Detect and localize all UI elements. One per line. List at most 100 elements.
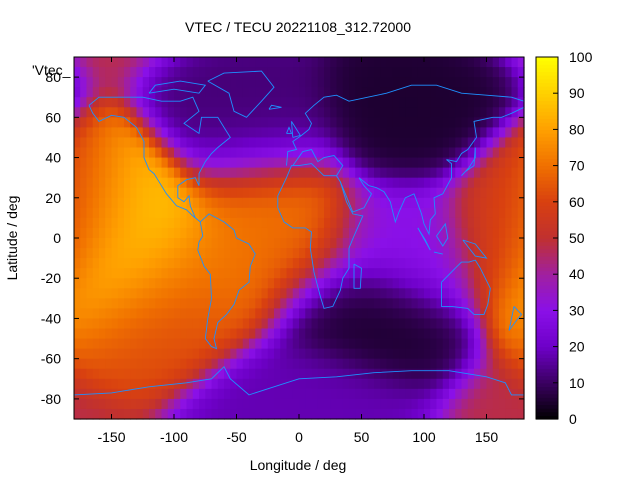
heatmap-cell (361, 67, 369, 78)
heatmap-cell (336, 107, 344, 118)
heatmap-cell (424, 117, 431, 128)
heatmap-cell (292, 127, 300, 139)
heatmap-cell (374, 238, 381, 249)
heatmap-cell (142, 368, 150, 380)
heatmap-cell (399, 238, 406, 249)
heatmap-cell (411, 398, 419, 410)
heatmap-cell (117, 57, 125, 68)
heatmap-cell (486, 207, 494, 219)
colorbar-segment (536, 205, 558, 210)
heatmap-cell (124, 308, 131, 320)
heatmap-cell (255, 87, 263, 98)
colorbar-segment (536, 161, 558, 167)
heatmap-cell (167, 398, 175, 410)
heatmap-cell (105, 147, 113, 159)
heatmap-cell (499, 348, 506, 360)
heatmap-cell (224, 137, 231, 149)
heatmap-cell (517, 187, 525, 199)
heatmap-cell (86, 57, 94, 68)
heatmap-cell (136, 97, 144, 108)
heatmap-cell (499, 258, 506, 269)
heatmap-cell (261, 378, 269, 390)
heatmap-cell (299, 318, 306, 330)
coastline-path (339, 106, 525, 236)
heatmap-cell (74, 298, 81, 309)
heatmap-cell (124, 258, 131, 269)
heatmap-cell (399, 137, 406, 149)
heatmap-cell (399, 197, 406, 209)
heatmap-cell (80, 137, 88, 149)
heatmap-cell (236, 268, 244, 279)
heatmap-cell (149, 177, 156, 189)
heatmap-cell (186, 348, 194, 360)
heatmap-cell (380, 147, 388, 159)
heatmap-cell (405, 67, 413, 78)
heatmap-cell (517, 177, 525, 189)
heatmap-cell (474, 137, 481, 149)
heatmap-cell (374, 258, 381, 269)
heatmap-cell (255, 187, 263, 199)
heatmap-cell (180, 238, 188, 249)
colorbar-segment (536, 140, 558, 145)
heatmap-cell (417, 258, 425, 269)
heatmap-cell (217, 398, 225, 410)
heatmap-cell (224, 408, 231, 420)
heatmap-cell (386, 298, 394, 309)
heatmap-cell (392, 117, 400, 128)
heatmap-cell (111, 388, 119, 400)
heatmap-cell (117, 298, 125, 309)
heatmap-cell (430, 238, 438, 249)
heatmap-cell (330, 197, 338, 209)
heatmap-cell (180, 107, 188, 118)
heatmap-cell (330, 87, 338, 98)
heatmap-cell (436, 338, 444, 350)
heatmap-cell (511, 167, 519, 179)
heatmap-cell (442, 348, 450, 360)
heatmap-cell (230, 217, 238, 229)
heatmap-cell (155, 408, 163, 420)
heatmap-cell (136, 217, 144, 229)
heatmap-cell (186, 358, 194, 370)
heatmap-cell (174, 238, 181, 249)
colorbar-segment (536, 342, 558, 348)
heatmap-cell (217, 258, 225, 269)
heatmap-cell (411, 408, 419, 420)
heatmap-cell (136, 77, 144, 88)
heatmap-cell (74, 167, 81, 179)
heatmap-cell (380, 77, 388, 88)
heatmap-cell (255, 358, 263, 370)
heatmap-cell (174, 258, 181, 269)
heatmap-cell (242, 77, 250, 88)
heatmap-cell (324, 217, 331, 229)
heatmap-cell (399, 268, 406, 279)
heatmap-cell (330, 348, 338, 360)
heatmap-cell (167, 358, 175, 370)
heatmap-cell (174, 388, 181, 400)
heatmap-cell (467, 57, 475, 68)
heatmap-cell (230, 388, 238, 400)
heatmap-cell (249, 77, 256, 88)
heatmap-cell (136, 147, 144, 159)
heatmap-cell (349, 137, 356, 149)
heatmap-cell (261, 298, 269, 309)
heatmap-cell (142, 127, 150, 139)
heatmap-cell (199, 388, 206, 400)
colorbar-segment (536, 151, 558, 156)
heatmap-cell (305, 378, 313, 390)
heatmap-cell (167, 278, 175, 289)
heatmap-cell (280, 288, 288, 299)
heatmap-cell (267, 87, 275, 98)
heatmap-cell (480, 177, 488, 189)
colorbar-tick-label: 30 (569, 302, 585, 318)
heatmap-cell (111, 328, 119, 340)
heatmap-cell (449, 87, 456, 98)
heatmap-cell (480, 338, 488, 350)
heatmap-cell (455, 288, 463, 299)
heatmap-cell (367, 368, 375, 380)
heatmap-cell (317, 368, 325, 380)
heatmap-cell (186, 127, 194, 139)
heatmap-cell (280, 87, 288, 98)
heatmap-cell (205, 197, 213, 209)
heatmap-cell (311, 278, 319, 289)
heatmap-cell (430, 248, 438, 259)
